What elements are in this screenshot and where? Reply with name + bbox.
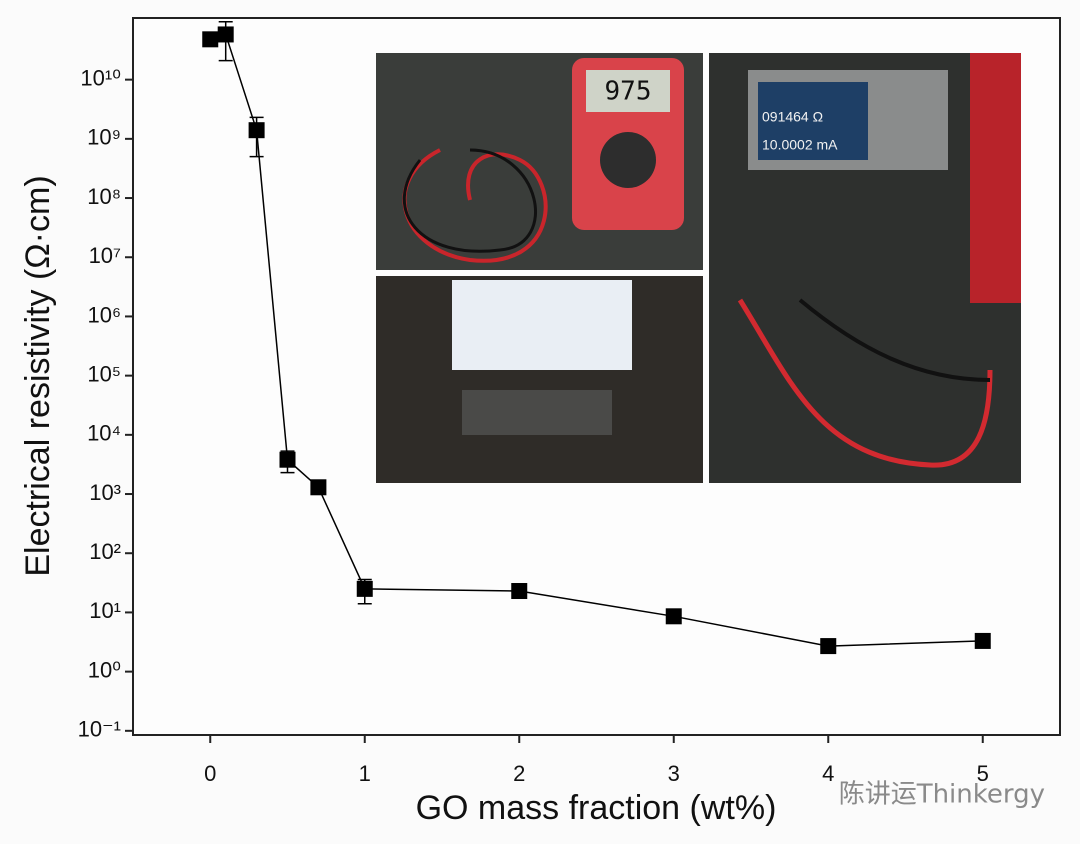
photo-text: 975 [605,77,652,107]
x-tick-label: 0 [204,761,216,786]
photo-text: 10.0002 mA [762,137,838,153]
instrument-box [462,390,612,435]
y-tick-label: 10⁴ [87,421,121,446]
data-point [820,638,837,655]
y-tick-label: 10⁶ [87,302,121,327]
multimeter-dial [600,132,656,188]
monitor-screen [452,280,632,370]
data-point [356,580,373,597]
y-axis-title: Electrical resistivity (Ω·cm) [19,175,57,576]
y-tick-label: 10⁻¹ [78,717,121,742]
x-tick-label: 3 [668,761,680,786]
x-axis-title: GO mass fraction (wt%) [416,789,777,827]
y-tick-label: 10² [89,539,121,564]
y-tick-label: 10¹⁰ [80,65,121,90]
data-point [310,479,327,496]
data-point [974,632,991,649]
x-tick-label: 2 [513,761,525,786]
data-point [217,26,234,43]
x-tick-label: 1 [359,761,371,786]
y-tick-label: 10⁵ [87,361,121,386]
y-tick-label: 10⁹ [87,125,121,150]
multimeter-display [586,70,670,112]
data-line [210,33,983,647]
y-tick-label: 10⁸ [87,184,121,209]
inset-photos: 975 091464 Ω 10.0002 mA [376,53,1021,483]
data-point [202,31,219,48]
sourcemeter-display [758,82,868,160]
y-tick-label: 10⁷ [89,243,121,268]
probe-wire [402,148,537,253]
data-point [279,451,296,468]
x-tick-label: 5 [977,761,989,786]
y-tick-label: 10⁰ [88,657,121,682]
probe-wire [798,298,991,382]
y-tick-label: 10¹ [89,598,121,623]
y-tick-label: 10³ [89,480,121,505]
data-point [665,608,682,625]
data-point [511,583,528,600]
watermark: 陈讲运Thinkergy [839,780,1045,810]
photo-text: 091464 Ω [762,109,823,125]
data-point [248,122,265,139]
probe-wire [737,298,993,468]
x-tick-label: 4 [822,761,834,786]
red-cables [970,53,1021,303]
